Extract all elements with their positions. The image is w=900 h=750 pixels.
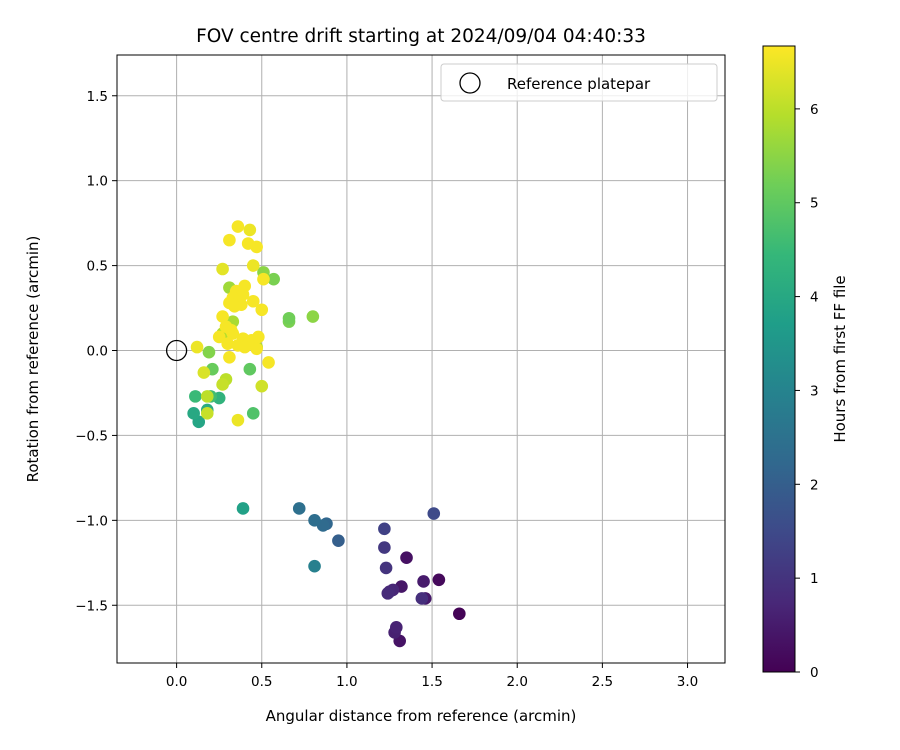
data-point <box>238 340 252 354</box>
x-tick-label: 2.0 <box>506 674 527 690</box>
data-point <box>400 551 413 565</box>
data-point <box>250 342 263 356</box>
data-point <box>292 502 306 515</box>
data-point <box>378 541 391 554</box>
legend: Reference platepar <box>440 63 718 102</box>
data-point <box>228 300 241 313</box>
data-point <box>378 522 391 536</box>
data-point <box>243 362 257 376</box>
data-point <box>417 575 430 588</box>
data-point <box>223 351 236 364</box>
data-point <box>231 220 245 233</box>
reference-platepar-marker <box>165 339 188 362</box>
data-points <box>187 220 466 648</box>
colorbar-label: Hours from first FF file <box>831 275 849 442</box>
y-tick-label: −1.0 <box>75 513 108 529</box>
colorbar-tick-label: 1 <box>810 571 819 587</box>
colorbar-tick-label: 2 <box>810 477 819 493</box>
legend-reference-marker <box>459 72 481 94</box>
data-point <box>216 378 229 391</box>
legend-entry-label: Reference platepar <box>507 75 651 93</box>
data-point <box>381 587 395 600</box>
data-point <box>306 310 320 323</box>
data-point <box>308 559 321 573</box>
x-tick-label: 2.5 <box>592 674 613 690</box>
data-point <box>216 262 229 276</box>
x-tick-label: 0.5 <box>251 674 272 690</box>
data-point <box>390 621 403 634</box>
x-tick-label: 0.0 <box>166 674 187 690</box>
data-point <box>221 337 235 351</box>
y-tick-label: −0.5 <box>75 428 108 444</box>
data-point <box>432 573 446 587</box>
x-axis-label: Angular distance from reference (arcmin) <box>266 707 577 725</box>
data-point <box>236 288 250 301</box>
data-point <box>255 303 269 317</box>
data-point <box>332 534 345 548</box>
y-tick-label: 0.0 <box>87 344 108 360</box>
data-point <box>223 233 236 247</box>
data-point <box>255 379 269 393</box>
x-tick-label: 1.5 <box>421 674 442 690</box>
colorbar-tick-label: 5 <box>810 196 819 212</box>
data-point <box>427 507 441 520</box>
legend-box <box>440 63 718 102</box>
plot-area-frame <box>116 54 726 664</box>
data-point <box>282 311 296 325</box>
y-axis-label: Rotation from reference (arcmin) <box>24 236 42 483</box>
data-point <box>243 223 257 237</box>
colorbar-tick-label: 0 <box>810 665 819 681</box>
data-point <box>262 356 275 369</box>
y-tick-label: −1.5 <box>75 598 108 614</box>
data-point <box>453 607 466 621</box>
colorbar-tick-label: 4 <box>810 290 819 306</box>
data-point <box>257 272 270 286</box>
data-point <box>250 240 263 254</box>
data-point <box>379 561 393 575</box>
data-point <box>202 345 216 359</box>
data-point <box>190 340 204 354</box>
data-point <box>197 366 211 379</box>
y-axis-ticks: −1.5 −1.0 −0.5 0.0 0.5 1.0 1.5 <box>75 89 117 614</box>
colorbar-tick-label: 6 <box>810 102 819 118</box>
y-gridlines <box>117 95 725 606</box>
data-point <box>236 502 250 515</box>
data-point <box>189 390 202 403</box>
colorbar-tick-label: 3 <box>810 383 819 399</box>
data-point <box>187 407 200 420</box>
colorbar-ticks: 0 1 2 3 4 5 6 <box>795 102 819 681</box>
data-point <box>200 390 214 403</box>
y-tick-label: 0.5 <box>87 259 108 275</box>
data-point <box>308 514 321 527</box>
data-point <box>216 310 229 323</box>
data-point <box>246 259 260 272</box>
x-tick-label: 1.0 <box>336 674 357 690</box>
y-tick-label: 1.5 <box>87 89 108 105</box>
chart-title: FOV centre drift starting at 2024/09/04 … <box>196 26 646 47</box>
y-tick-label: 1.0 <box>87 174 108 190</box>
data-point <box>226 327 240 340</box>
data-point <box>200 407 214 420</box>
data-point <box>246 294 260 308</box>
data-point <box>231 413 245 427</box>
x-axis-ticks: 0.0 0.5 1.0 1.5 2.0 2.5 3.0 <box>166 663 698 690</box>
x-gridlines <box>176 55 689 663</box>
data-point <box>415 592 429 605</box>
data-point <box>267 272 280 286</box>
x-tick-label: 3.0 <box>677 674 698 690</box>
colorbar <box>762 45 796 673</box>
data-point <box>246 407 260 420</box>
data-point <box>212 330 226 344</box>
